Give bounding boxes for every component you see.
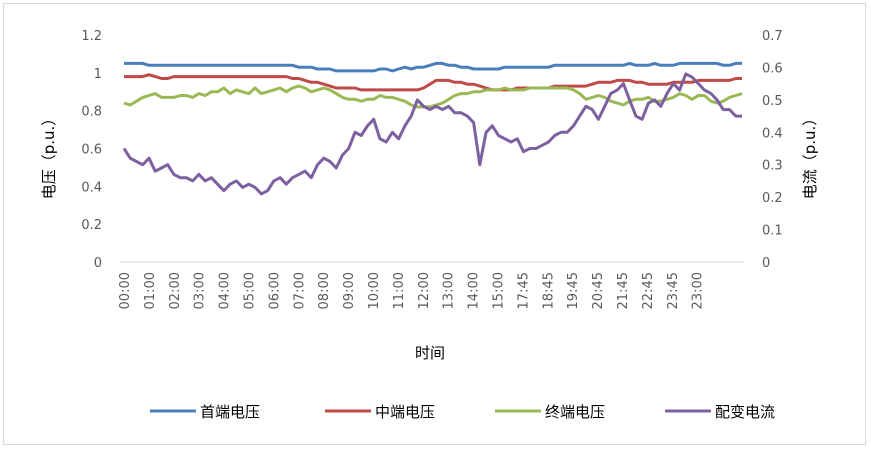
series-line (122, 72, 742, 196)
right-y-tick-labels: 0 0.1 0.2 0.3 0.4 0.5 0.6 0.7 (762, 29, 783, 271)
x-tick-label: 10:00 (367, 272, 382, 309)
x-tick-label: 11:00 (392, 272, 407, 309)
right-y-tick-label: 0.1 (762, 224, 783, 239)
left-y-tick-label: 0.2 (81, 218, 102, 233)
right-y-tick-label: 0 (762, 256, 770, 271)
x-tick-label: 19:45 (566, 272, 581, 309)
x-tick-label: 18:45 (541, 272, 556, 309)
x-tick-labels: 00:00 01:00 02:00 03:00 04:00 05:00 06:00 07:00… (118, 272, 706, 309)
x-axis-label: 时间 (415, 344, 445, 362)
x-tick-label: 22:45 (641, 272, 656, 309)
series-lines (122, 61, 743, 196)
x-tick-label: 07:00 (292, 272, 307, 309)
x-tick-label: 20:45 (591, 272, 606, 309)
legend-label: 首端电压 (200, 403, 260, 421)
x-tick-label: 06:00 (267, 272, 282, 309)
x-tick-label: 00:00 (118, 272, 133, 309)
legend-label: 中端电压 (375, 403, 435, 421)
x-tick-label: 23:45 (666, 272, 681, 309)
x-tick-label: 05:00 (243, 272, 258, 309)
x-tick-label: 21:45 (616, 272, 631, 309)
right-y-tick-label: 0.2 (762, 191, 783, 206)
right-y-tick-label: 0.4 (762, 126, 783, 141)
left-y-tick-labels: 0 0.2 0.4 0.6 0.8 1 1.2 (81, 29, 102, 271)
right-axis-label: 电流（p.u.） (801, 111, 819, 200)
left-y-tick-label: 0.8 (81, 105, 102, 120)
x-tick-label: 23:00 (691, 272, 706, 309)
right-y-tick-label: 0.6 (762, 61, 783, 76)
x-tick-label: 14:00 (467, 272, 482, 309)
right-y-tick-label: 0.7 (762, 29, 783, 44)
series-line (123, 84, 743, 109)
left-y-tick-label: 0.6 (81, 143, 102, 158)
right-y-tick-label: 0.3 (762, 159, 783, 174)
left-axis-label: 电压（p.u.） (40, 111, 58, 200)
series-line (124, 61, 742, 73)
x-tick-label: 02:00 (168, 272, 183, 309)
legend-label: 终端电压 (545, 403, 605, 421)
x-tick-label: 17:45 (516, 272, 531, 309)
x-tick-label: 13:00 (442, 272, 457, 309)
x-tick-label: 04:00 (218, 272, 233, 309)
left-y-tick-label: 1 (94, 67, 102, 82)
right-y-tick-label: 0.5 (762, 94, 783, 109)
x-tick-label: 15:00 (492, 272, 507, 309)
x-tick-label: 01:00 (143, 272, 158, 309)
legend-label: 配变电流 (715, 403, 775, 421)
x-tick-label: 08:00 (317, 272, 332, 309)
series-line (124, 73, 742, 92)
left-y-tick-label: 0 (94, 256, 102, 271)
left-y-tick-label: 0.4 (81, 180, 102, 195)
legend: 首端电压 中端电压 终端电压 配变电流 (150, 403, 775, 421)
left-y-tick-label: 1.2 (81, 29, 102, 44)
x-tick-label: 12:00 (417, 272, 432, 309)
x-tick-label: 09:00 (342, 272, 357, 309)
x-tick-label: 03:00 (193, 272, 208, 309)
